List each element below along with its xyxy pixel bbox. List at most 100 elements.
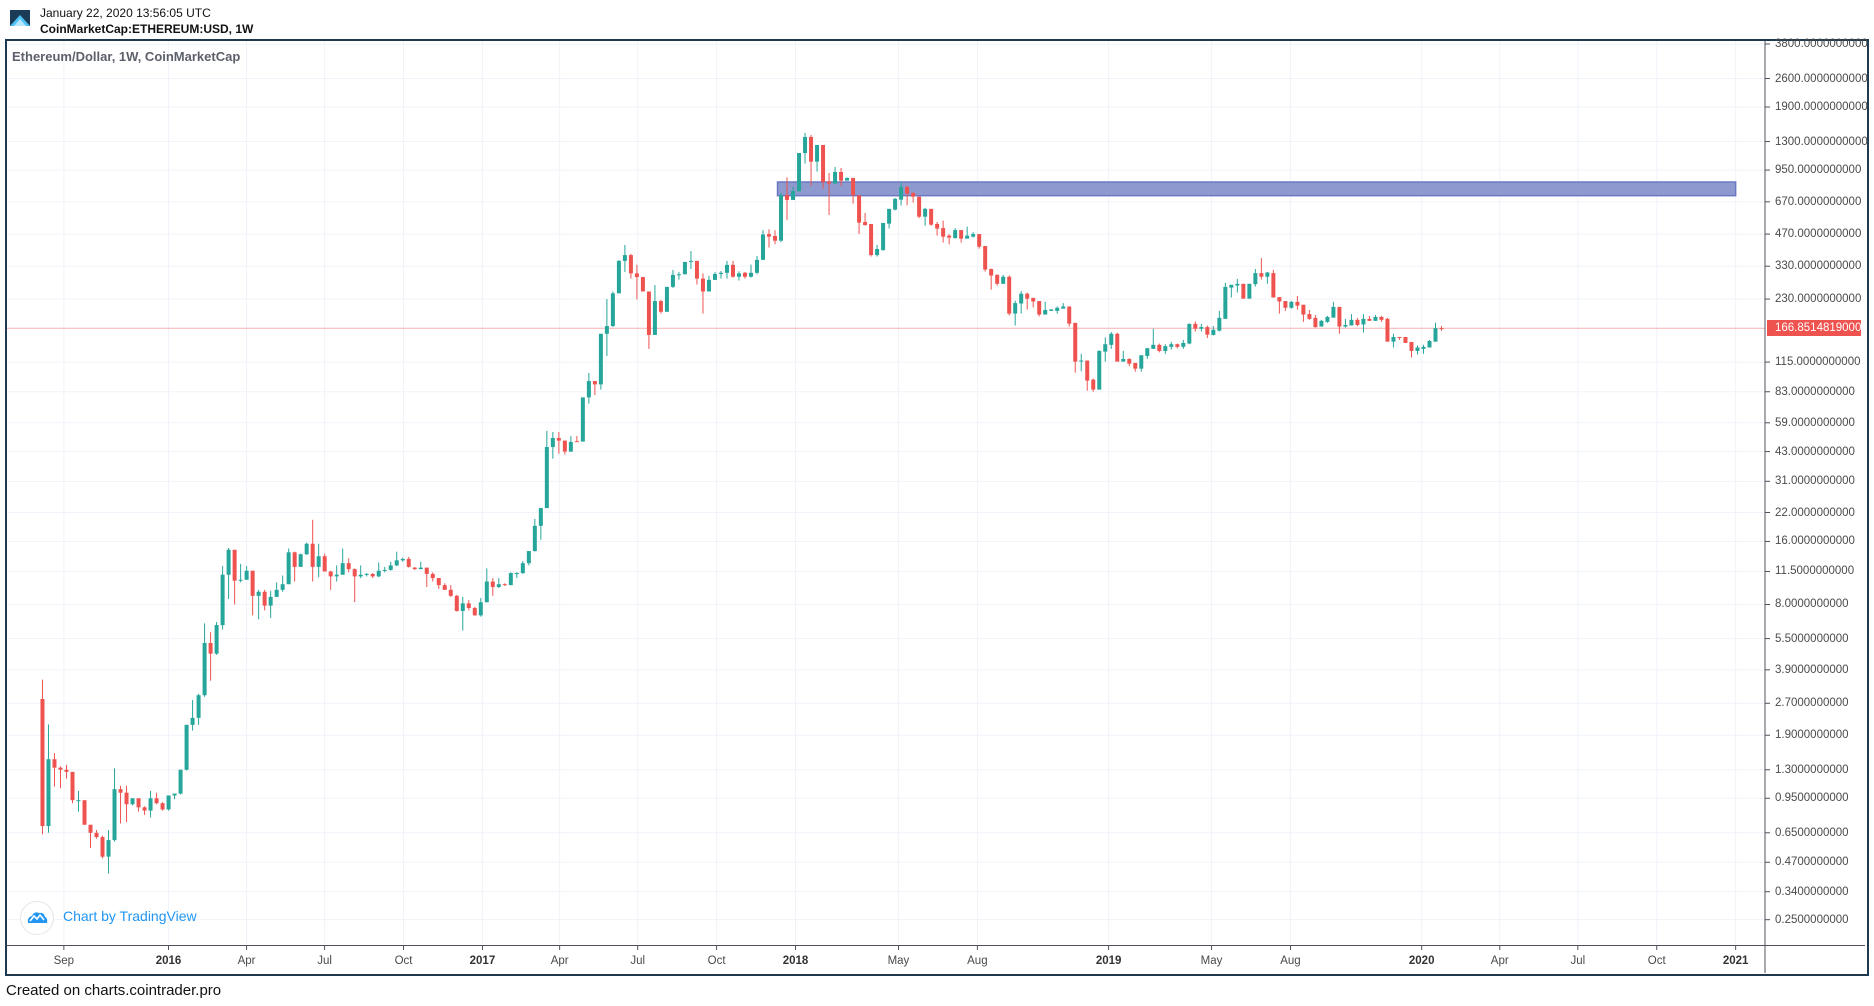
candle-body: [592, 381, 597, 385]
candle-down: [100, 835, 105, 859]
candle-body: [1205, 327, 1210, 335]
candle-body: [989, 269, 994, 276]
candle-body: [82, 800, 87, 825]
candle-body: [1199, 327, 1204, 329]
candle-body: [959, 230, 964, 239]
candle-body: [724, 264, 729, 273]
time-tick-label: Aug: [967, 955, 988, 967]
price-tick-label: 59.0000000000: [1775, 416, 1855, 429]
candle-body: [983, 246, 988, 270]
candle-up: [1139, 355, 1144, 372]
candle-up: [184, 724, 189, 771]
candle-up: [1427, 339, 1432, 348]
candle-up: [1055, 306, 1060, 314]
candle-down: [1385, 317, 1390, 342]
candle-down: [959, 230, 964, 243]
candle-body: [1325, 316, 1330, 322]
candle-up: [682, 261, 687, 275]
candle-down: [1337, 306, 1342, 334]
candle-body: [1343, 324, 1348, 327]
candle-up: [664, 286, 669, 312]
candle-down: [1091, 378, 1096, 392]
candle-down: [412, 566, 417, 570]
tradingview-badge[interactable]: [20, 901, 54, 935]
candle-up: [586, 373, 591, 404]
tradingview-link[interactable]: Chart by TradingView: [63, 908, 197, 924]
candle-up: [334, 565, 339, 582]
candle-body: [670, 274, 675, 287]
candle-down: [94, 830, 99, 839]
candle-down: [947, 234, 952, 245]
time-tick-label: Aug: [1280, 955, 1301, 967]
candle-body: [250, 570, 255, 596]
candle-up: [622, 244, 627, 272]
candle-up: [712, 271, 717, 280]
candle-body: [616, 260, 621, 294]
candle-body: [1181, 342, 1186, 347]
candle-body: [268, 596, 273, 606]
candle-body: [568, 441, 573, 452]
price-tick-label: 0.3400000000: [1775, 885, 1849, 898]
candle-down: [905, 185, 910, 206]
time-tick-label: 2019: [1095, 955, 1122, 967]
time-tick-label: 2021: [1722, 955, 1749, 967]
candle-down: [1157, 343, 1162, 353]
price-tick-label: 0.9500000000: [1775, 792, 1849, 805]
tradingview-cloud-icon: [27, 912, 48, 923]
time-tick-label: Apr: [550, 955, 569, 967]
candle-down: [1379, 315, 1384, 322]
price-tick-label: 670.0000000000: [1775, 195, 1862, 208]
candle-up: [803, 133, 808, 164]
candle-up: [532, 518, 537, 552]
candle-body: [490, 581, 495, 587]
candle-body: [748, 272, 753, 277]
price-tick-label: 230.0000000000: [1775, 293, 1862, 306]
candle-down: [827, 172, 832, 215]
candle-body: [52, 759, 57, 768]
candle-body: [130, 798, 135, 805]
candle-down: [658, 299, 663, 314]
candle-down: [1133, 362, 1138, 372]
candle-body: [154, 798, 159, 804]
candle-up: [1391, 333, 1396, 348]
candle-down: [154, 792, 159, 805]
candle-up: [1265, 271, 1270, 284]
candle-up: [190, 699, 195, 731]
candle-down: [1403, 336, 1408, 343]
candle-body: [1145, 348, 1150, 356]
candle-body: [1271, 273, 1276, 298]
time-tick-label: 2018: [782, 955, 809, 967]
candle-up: [1211, 326, 1216, 336]
candle-body: [706, 279, 711, 292]
candle-body: [1355, 319, 1360, 325]
candle-body: [514, 573, 519, 575]
candle-body: [893, 198, 898, 210]
candle-up: [845, 177, 850, 181]
candle-down: [118, 785, 123, 824]
candle-up: [652, 285, 657, 335]
candle-up: [508, 572, 513, 586]
candle-body: [791, 190, 796, 200]
candle-up: [1049, 309, 1054, 311]
candle-down: [977, 234, 982, 249]
time-tick-label: May: [887, 955, 910, 967]
candle-up: [112, 768, 117, 842]
candle-up: [526, 551, 531, 566]
candle-up: [887, 208, 892, 229]
candle-body: [502, 584, 507, 586]
candle-body: [148, 798, 153, 811]
price-tick-label: 0.4700000000: [1775, 856, 1849, 869]
candle-up: [1145, 348, 1150, 359]
candle-body: [1085, 360, 1090, 381]
candle-body: [58, 767, 63, 770]
candle-up: [1217, 310, 1222, 332]
candle-down: [370, 573, 375, 579]
candle-body: [292, 552, 297, 567]
candle-down: [941, 220, 946, 243]
resistance-zone-rectangle: [776, 181, 1737, 197]
candle-up: [598, 333, 603, 390]
candle-body: [1307, 314, 1312, 319]
candle-body: [280, 584, 285, 590]
candle-up: [724, 260, 729, 279]
